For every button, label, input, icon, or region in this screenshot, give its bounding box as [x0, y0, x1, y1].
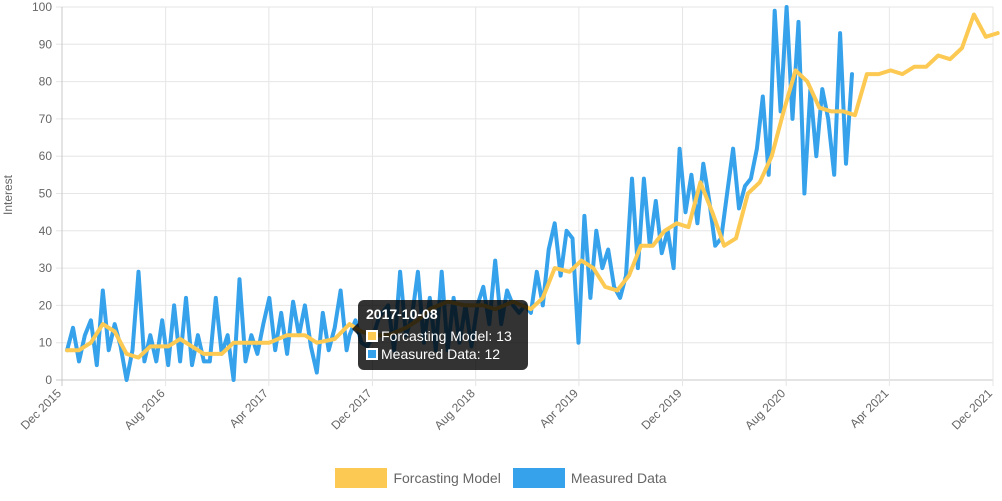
tooltip-row-text: Forcasting Model: 13 [381, 328, 512, 344]
y-axis-title: Interest [1, 174, 15, 215]
tooltip-color-box [366, 330, 378, 342]
x-tick-label: Dec 2019 [638, 386, 684, 432]
tooltip-row-forecast: Forcasting Model: 13 [366, 328, 520, 344]
legend-swatch [335, 468, 388, 488]
legend-label: Measured Data [570, 470, 667, 486]
x-tick-label: Aug 2020 [742, 386, 788, 432]
x-tick-label: Apr 2021 [847, 386, 892, 431]
x-tick-label: Dec 2021 [949, 386, 995, 432]
legend: Forcasting Model Measured Data [0, 468, 1002, 488]
y-tick-label: 10 [39, 336, 53, 350]
x-axis-ticks: Dec 2015 Aug 2016 Apr 2017 Dec 2017 Aug 2018… [18, 386, 995, 432]
x-tick-label: Aug 2016 [122, 386, 168, 432]
y-tick-label: 30 [39, 261, 53, 275]
tooltip-color-box [366, 348, 378, 360]
x-tick-label: Apr 2017 [227, 386, 272, 431]
y-tick-label: 70 [39, 112, 53, 126]
x-tick-label: Dec 2015 [18, 386, 64, 432]
y-tick-label: 60 [39, 149, 53, 163]
legend-item-forecasting-model[interactable]: Forcasting Model [335, 468, 501, 488]
x-tick-label: Apr 2019 [537, 386, 582, 431]
y-axis-ticks: 0 10 20 30 40 50 60 70 80 90 100 [32, 0, 52, 387]
legend-label: Forcasting Model [393, 470, 501, 486]
y-tick-label: 40 [39, 224, 53, 238]
forecasting-model-line [65, 12, 1000, 360]
tooltip-row-text: Measured Data: 12 [381, 346, 501, 362]
y-tick-label: 90 [39, 37, 53, 51]
y-tick-label: 100 [32, 0, 52, 14]
x-tick-label: Aug 2018 [432, 386, 478, 432]
tooltip-row-measured: Measured Data: 12 [366, 346, 520, 362]
tooltip-title: 2017-10-08 [366, 306, 438, 322]
legend-item-measured-data[interactable]: Measured Data [512, 468, 667, 488]
data-tooltip: 2017-10-08 Forcasting Model: 13 Measured… [352, 300, 528, 370]
y-tick-label: 20 [39, 298, 53, 312]
y-tick-label: 0 [45, 373, 52, 387]
y-tick-label: 80 [39, 75, 53, 89]
legend-swatch [512, 468, 565, 488]
y-tick-label: 50 [39, 187, 53, 201]
x-tick-label: Dec 2017 [328, 386, 374, 432]
